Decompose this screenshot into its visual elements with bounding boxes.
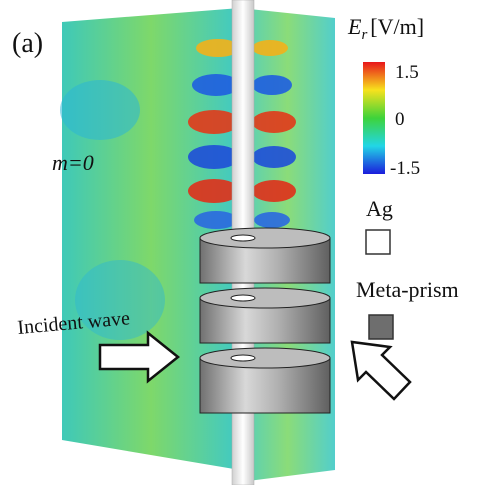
colorbar-tick: 0 [395,109,405,130]
colorbar-tick: -1.5 [390,158,420,179]
panel-label: (a) [12,28,43,59]
colorbar-subscript: r [361,27,367,43]
colorbar-tick: 1.5 [395,62,419,83]
arrow-right [352,342,410,399]
legend-label: Ag [366,196,393,221]
mode-label: m=0 [52,150,94,175]
legend-label: Meta-prism [356,277,459,302]
colorbar-symbol: E [347,14,362,39]
colorbar [363,62,385,174]
colorbar-title: Er[V/m] [347,14,424,43]
legend-swatch [366,230,390,254]
colorbar-unit: [V/m] [370,14,424,39]
figure: (a) Er[V/m] 1.5 0 -1.5 m=0 Ag Meta-prism… [0,0,499,485]
meta-prism-rings [200,228,330,413]
legend-swatch [369,315,393,339]
